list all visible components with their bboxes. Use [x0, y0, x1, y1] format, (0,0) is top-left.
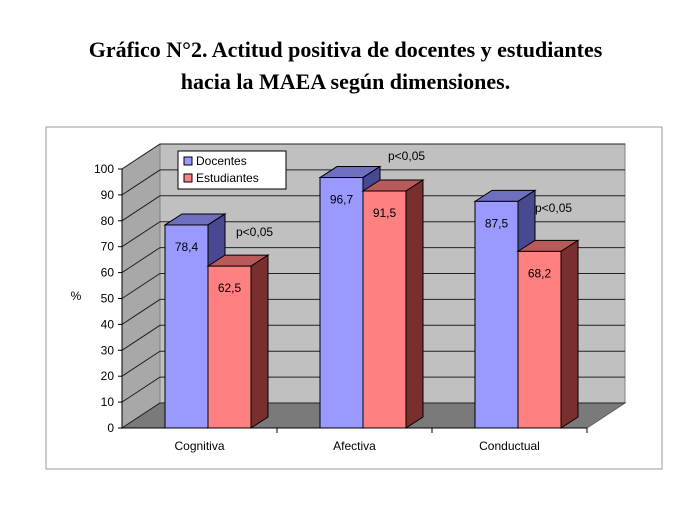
x-tick-label: Afectiva: [333, 439, 376, 453]
bar-estudiantes-afectiva: [362, 190, 407, 429]
x-tick-label: Cognitiva: [174, 439, 224, 453]
gridline: [121, 298, 625, 325]
y-tick-label: 70: [101, 240, 115, 254]
y-tick-label: 100: [94, 162, 114, 176]
legend-swatch-docentes: [183, 156, 193, 166]
chart-title: Gráfico N°2. Actitud positiva de docente…: [0, 34, 691, 98]
y-tick-label: 60: [101, 266, 115, 280]
y-axis-label: %: [71, 289, 82, 303]
y-tick-label: 0: [107, 421, 114, 435]
data-label: 96,7: [330, 193, 354, 207]
gridline: [121, 402, 625, 429]
data-label: 78,4: [175, 240, 199, 254]
bar-docentes-afectiva: [319, 177, 364, 429]
gridline: [121, 143, 625, 170]
gridline: [121, 169, 625, 196]
gridline: [121, 221, 625, 248]
y-tick-label: 50: [101, 292, 115, 306]
y-tick-label: 10: [101, 395, 115, 409]
data-label: 68,2: [528, 266, 552, 280]
data-label: 91,5: [373, 206, 397, 220]
bar-docentes-cognitiva: [164, 224, 209, 429]
bar-side-face: [405, 179, 424, 429]
bar-side-face: [250, 254, 269, 429]
bar-side-face: [560, 239, 579, 429]
bar-estudiantes-conductual: [517, 250, 562, 429]
x-tick-label: Conductual: [479, 439, 540, 453]
p-value-annotation: p<0,05: [388, 149, 425, 163]
data-label: 62,5: [218, 281, 242, 295]
legend-label-docentes: Docentes: [196, 154, 247, 168]
gridline: [121, 247, 625, 274]
y-tick-label: 20: [101, 369, 115, 383]
gridline: [121, 195, 625, 222]
gridline: [121, 324, 625, 351]
y-tick-label: 30: [101, 343, 115, 357]
chart-title-line-2: hacia la MAEA según dimensiones.: [180, 69, 511, 94]
y-tick-label: 40: [101, 317, 115, 331]
p-value-annotation: p<0,05: [535, 201, 572, 215]
legend: [177, 150, 287, 190]
bar-estudiantes-cognitiva: [207, 265, 252, 429]
gridline: [121, 376, 625, 403]
bar-docentes-conductual: [474, 200, 519, 429]
chart-title-line-1: Gráfico N°2. Actitud positiva de docente…: [88, 37, 603, 62]
y-tick-label: 90: [101, 188, 115, 202]
gridline: [121, 350, 625, 377]
y-tick-label: 80: [101, 214, 115, 228]
legend-label-estudiantes: Estudiantes: [196, 171, 259, 185]
legend-swatch-estudiantes: [183, 173, 193, 183]
p-value-annotation: p<0,05: [236, 225, 273, 239]
data-label: 87,5: [485, 216, 509, 230]
gridline: [121, 273, 625, 299]
